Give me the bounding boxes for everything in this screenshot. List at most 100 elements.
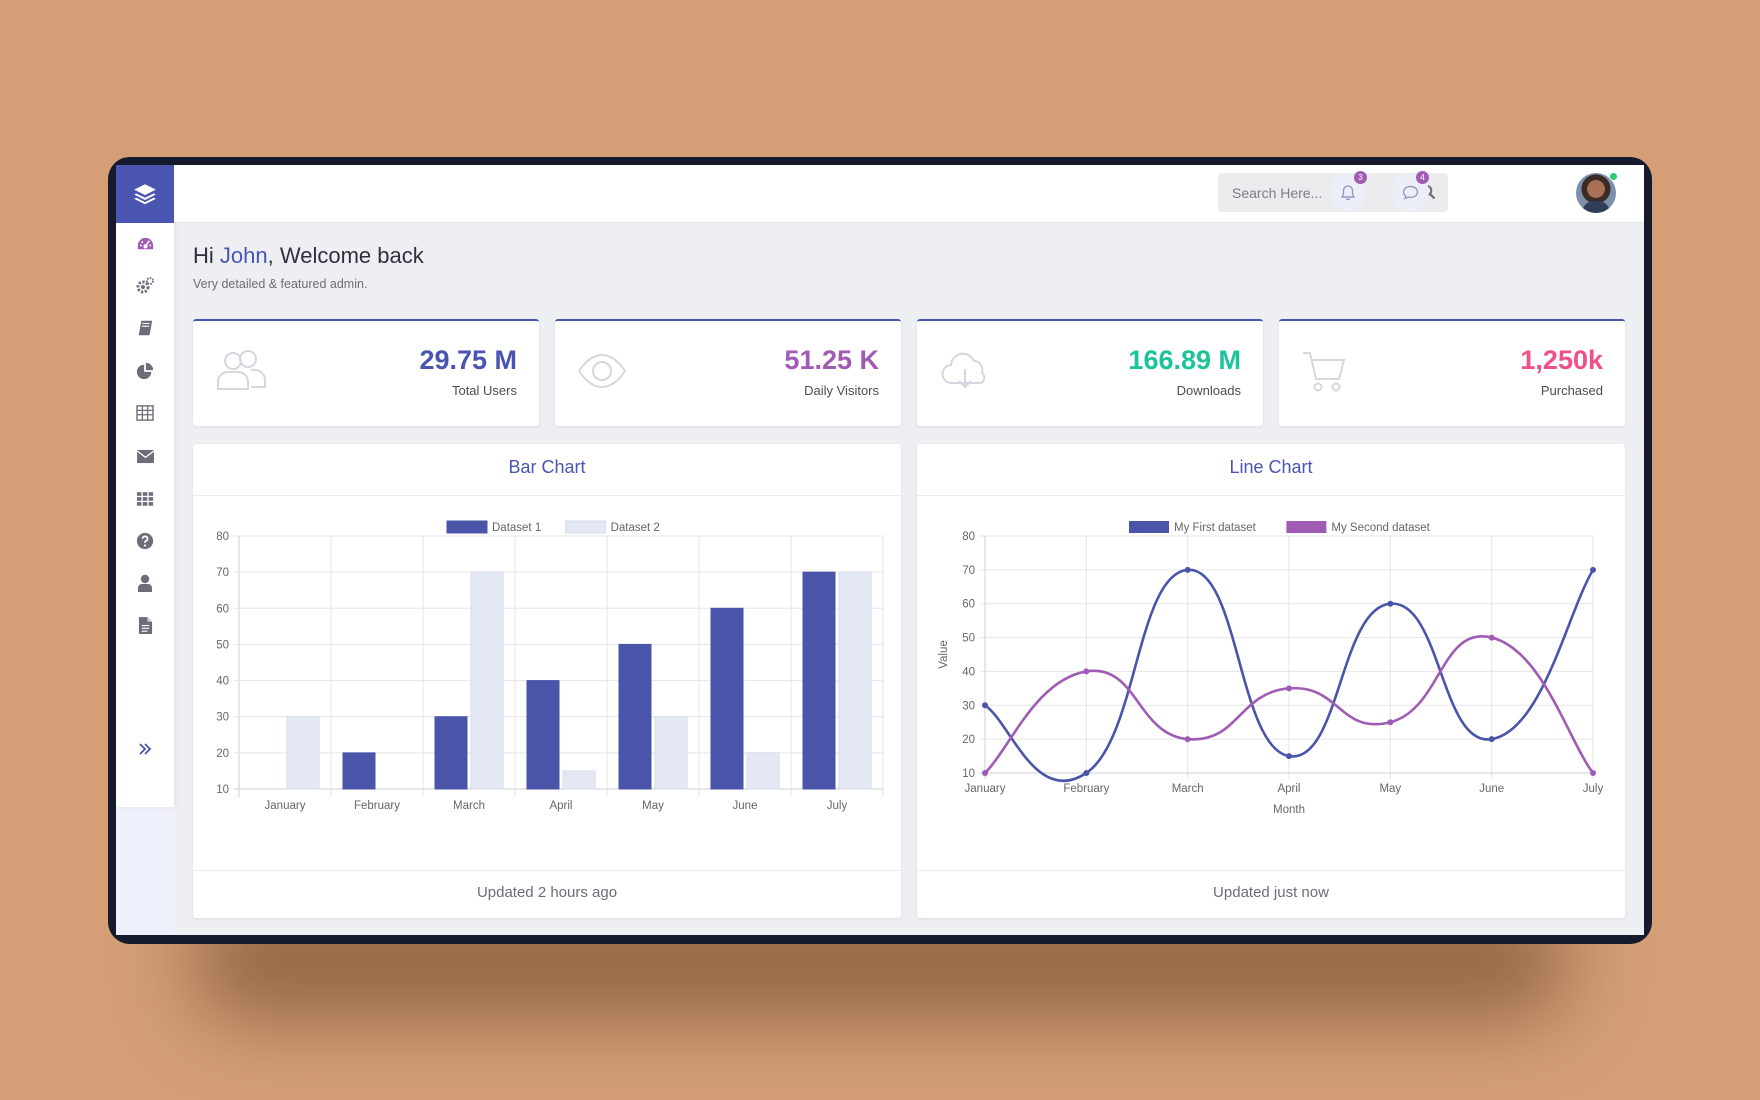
mail-icon (136, 449, 154, 463)
bar-dataset-2 (286, 716, 320, 790)
x-axis-title: Month (1273, 804, 1305, 816)
y-tick-label: 70 (216, 567, 229, 579)
y-tick-label: 60 (216, 603, 229, 615)
x-tick-label: July (1583, 783, 1604, 795)
topbar: 3 4 (174, 165, 1644, 223)
notifications-badge: 3 (1354, 171, 1367, 184)
sidebar-item-user[interactable] (135, 573, 155, 593)
bar-chart: 10 20 30 40 50 60 70 80 January February March Apri… (216, 520, 884, 812)
x-tick-label: February (354, 800, 400, 812)
bar-chart-footer: Updated 2 hours ago (193, 870, 901, 918)
sidebar-item-book[interactable] (135, 318, 155, 338)
y-tick-label: 60 (962, 599, 975, 611)
legend-swatch (565, 520, 607, 534)
legend-swatch (446, 520, 488, 534)
search-input[interactable] (1232, 173, 1412, 212)
y-axis-title: Value (938, 640, 950, 669)
point-my-second-dataset (1590, 770, 1596, 776)
x-tick-label: June (1479, 783, 1504, 795)
y-tick-label: 50 (216, 639, 229, 651)
x-tick-label: May (1379, 783, 1401, 795)
user-name: John (219, 243, 268, 268)
gears-icon (136, 277, 154, 294)
bar-dataset-1 (710, 607, 744, 790)
y-tick-label: 50 (962, 633, 975, 645)
point-my-first-dataset (1387, 600, 1394, 607)
line-chart-card: Line Chart 10 20 30 40 50 60 70 80 January Februa… (917, 444, 1625, 918)
users-icon (217, 350, 266, 390)
legend-swatch (1129, 521, 1169, 533)
point-my-first-dataset (1488, 736, 1495, 743)
x-tick-label: July (827, 800, 848, 812)
legend-swatch (1286, 521, 1327, 533)
point-my-second-dataset (1286, 685, 1292, 692)
x-tick-label: January (265, 800, 306, 812)
point-my-second-dataset (1387, 719, 1394, 726)
point-my-second-dataset (1184, 736, 1191, 743)
line-chart: 10 20 30 40 50 60 70 80 January February March Apri… (938, 521, 1604, 816)
document-icon (138, 616, 152, 634)
sidebar-item-documents[interactable] (135, 615, 155, 635)
bar-chart-title: Bar Chart (193, 444, 901, 496)
messages-button[interactable]: 4 (1391, 171, 1429, 211)
apps-icon (136, 491, 154, 506)
sidebar-item-charts[interactable] (135, 361, 155, 381)
legend-label: My First dataset (1174, 522, 1257, 534)
user-icon (138, 574, 152, 592)
greeting-prefix: Hi (193, 243, 214, 268)
y-tick-label: 10 (962, 768, 975, 780)
point-my-first-dataset (1184, 566, 1191, 573)
x-tick-label: June (733, 800, 758, 812)
x-tick-label: April (549, 800, 572, 812)
online-status-dot (1609, 172, 1618, 181)
bar-dataset-1 (618, 643, 652, 790)
stat-value: 29.75 M (419, 345, 517, 375)
point-my-first-dataset (1286, 753, 1292, 760)
sidebar-item-mail[interactable] (135, 446, 155, 466)
x-tick-label: March (1172, 783, 1204, 795)
sidebar-item-settings[interactable] (135, 276, 155, 296)
x-tick-label: January (965, 783, 1006, 795)
y-tick-label: 40 (216, 676, 229, 688)
y-tick-label: 80 (216, 531, 229, 543)
stat-card-purchased: 1,250k Purchased (1279, 319, 1625, 426)
welcome-heading: Hi John, Welcome back (193, 243, 424, 269)
point-my-first-dataset (1590, 566, 1596, 573)
point-my-second-dataset (1488, 634, 1495, 641)
stat-label: Total Users (451, 383, 517, 398)
line-chart-footer: Updated just now (917, 870, 1625, 918)
y-tick-label: 40 (962, 666, 975, 678)
bar-dataset-2 (562, 770, 596, 790)
sidebar-item-tables[interactable] (135, 403, 155, 423)
bar-dataset-2 (654, 716, 688, 790)
cart-icon (1303, 352, 1346, 392)
point-my-first-dataset (1083, 770, 1090, 776)
y-tick-label: 70 (962, 565, 975, 577)
x-tick-label: March (453, 800, 485, 812)
book-icon (138, 320, 153, 336)
bar-dataset-1 (802, 571, 836, 790)
sidebar-item-apps[interactable] (135, 488, 155, 508)
bar-dataset-1 (526, 680, 560, 790)
stat-label: Daily Visitors (804, 383, 879, 398)
sidebar-item-help[interactable] (135, 531, 155, 551)
y-tick-label: 30 (962, 700, 975, 712)
help-icon (136, 532, 154, 550)
point-my-second-dataset (982, 770, 988, 776)
notifications-button[interactable]: 3 (1329, 171, 1367, 211)
y-tick-label: 10 (216, 784, 229, 796)
legend-label: My Second dataset (1331, 522, 1430, 534)
dashboard-screen: 3 4 Hi John, Welcome back Very detailed … (116, 165, 1644, 935)
y-tick-label: 30 (216, 712, 229, 724)
pie-chart-icon (136, 362, 154, 380)
expand-sidebar-button[interactable] (135, 739, 155, 759)
point-my-second-dataset (1083, 668, 1090, 675)
bar-dataset-1 (342, 752, 376, 790)
eye-icon (577, 353, 627, 389)
messages-badge: 4 (1416, 171, 1429, 184)
bar-dataset-2 (746, 752, 780, 790)
sidebar-item-dashboard[interactable] (135, 234, 155, 254)
stat-value: 1,250k (1520, 345, 1603, 375)
logo[interactable] (116, 165, 174, 223)
cloud-download-icon (941, 352, 986, 389)
